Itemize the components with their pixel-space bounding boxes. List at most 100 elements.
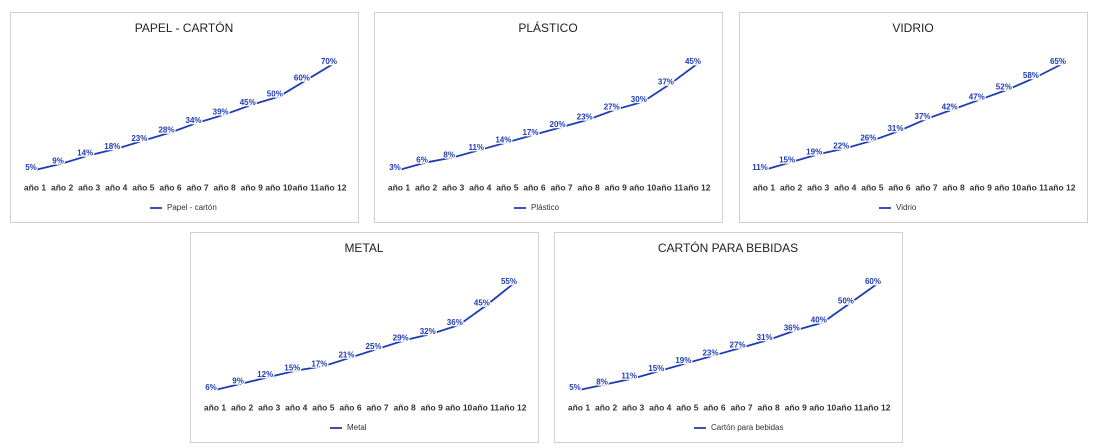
x-tick-label: año 4 <box>649 402 671 412</box>
data-label: 36% <box>447 318 463 327</box>
x-tick-label: año 11 <box>657 182 684 192</box>
x-tick-label: año 9 <box>605 182 627 192</box>
data-label: 5% <box>25 163 37 172</box>
data-label: 37% <box>658 77 674 86</box>
x-tick-label: año 2 <box>231 402 253 412</box>
data-label: 27% <box>604 103 620 112</box>
data-label: 9% <box>52 157 64 166</box>
data-label: 15% <box>284 364 300 373</box>
x-tick-label: año 11 <box>837 402 864 412</box>
x-tick-label: año 3 <box>442 182 464 192</box>
line <box>578 283 878 391</box>
x-tick-label: año 7 <box>186 182 208 192</box>
data-label: 11% <box>621 372 637 381</box>
x-tick-label: año 6 <box>703 402 725 412</box>
line <box>34 63 334 171</box>
x-tick-label: año 6 <box>888 182 910 192</box>
data-label: 27% <box>730 341 746 350</box>
data-label: 34% <box>186 116 202 125</box>
data-label: 70% <box>321 57 337 66</box>
x-tick-label: año 10 <box>265 182 292 192</box>
x-tick-label: año 3 <box>622 402 644 412</box>
x-tick-label: año 5 <box>861 182 883 192</box>
x-tick-label: año 4 <box>834 182 856 192</box>
x-tick-label: año 5 <box>496 182 518 192</box>
data-label: 37% <box>915 112 931 121</box>
data-label: 19% <box>806 147 822 156</box>
x-tick-label: año 1 <box>753 182 775 192</box>
data-label: 15% <box>648 364 664 373</box>
legend-label: Vidrio <box>896 203 917 212</box>
data-label: 29% <box>393 333 409 342</box>
x-tick-label: año 1 <box>568 402 590 412</box>
x-tick-label: año 9 <box>970 182 992 192</box>
x-tick-label: año 5 <box>312 402 334 412</box>
x-tick-label: año 12 <box>1049 182 1076 192</box>
data-label: 17% <box>522 128 538 137</box>
x-tick-label: año 6 <box>523 182 545 192</box>
legend-label: Metal <box>347 423 367 432</box>
x-tick-label: año 7 <box>550 182 572 192</box>
x-tick-label: año 8 <box>578 182 600 192</box>
x-tick-label: año 4 <box>469 182 491 192</box>
data-label: 65% <box>1050 57 1066 66</box>
data-label: 45% <box>685 57 701 66</box>
data-label: 45% <box>474 299 490 308</box>
data-label: 21% <box>338 351 354 360</box>
x-tick-label: año 2 <box>51 182 73 192</box>
data-label: 5% <box>569 383 581 392</box>
data-label: 50% <box>267 90 283 99</box>
data-label: 26% <box>860 134 876 143</box>
legend-label: Cartón para bebidas <box>711 423 784 432</box>
x-tick-label: año 5 <box>676 402 698 412</box>
data-label: 11% <box>752 163 768 172</box>
x-tick-label: año 9 <box>785 402 807 412</box>
x-tick-label: año 6 <box>159 182 181 192</box>
data-label: 60% <box>865 277 881 286</box>
data-label: 55% <box>501 277 517 286</box>
x-tick-label: año 4 <box>105 182 127 192</box>
x-tick-label: año 8 <box>394 402 416 412</box>
x-tick-label: año 9 <box>241 182 263 192</box>
x-tick-label: año 6 <box>339 402 361 412</box>
data-label: 39% <box>213 108 229 117</box>
line <box>214 283 514 391</box>
x-tick-label: año 9 <box>421 402 443 412</box>
data-label: 58% <box>1023 71 1039 80</box>
data-label: 19% <box>675 356 691 365</box>
line <box>763 63 1063 171</box>
x-tick-label: año 10 <box>809 402 836 412</box>
data-label: 18% <box>104 142 120 151</box>
x-tick-label: año 7 <box>915 182 937 192</box>
data-label: 25% <box>366 342 382 351</box>
data-label: 23% <box>577 113 593 122</box>
x-tick-label: año 12 <box>500 402 527 412</box>
line <box>398 63 698 171</box>
data-label: 42% <box>942 102 958 111</box>
x-tick-label: año 7 <box>366 402 388 412</box>
x-tick-label: año 10 <box>629 182 656 192</box>
data-label: 14% <box>77 148 93 157</box>
chart-frame <box>10 12 359 223</box>
chart: CARTÓN PARA BEBIDAS año 1 año 2 año 3 año 4 a… <box>554 232 903 443</box>
data-label: 3% <box>389 163 401 172</box>
chart-title: PAPEL - CARTÓN <box>135 20 233 35</box>
data-label: 50% <box>838 296 854 305</box>
data-label: 60% <box>294 73 310 82</box>
chart-title: PLÁSTICO <box>518 20 577 35</box>
chart-frame <box>374 12 723 223</box>
chart: PAPEL - CARTÓN año 1 año 2 año 3 año 4 año 5 a… <box>10 12 359 223</box>
data-label: 9% <box>232 377 244 386</box>
chart: PLÁSTICO año 1 año 2 año 3 año 4 año 5 año 6 añ… <box>374 12 723 223</box>
x-tick-label: año 8 <box>943 182 965 192</box>
data-label: 22% <box>833 142 849 151</box>
x-tick-label: año 12 <box>684 182 711 192</box>
x-tick-label: año 11 <box>293 182 320 192</box>
x-tick-label: año 2 <box>415 182 437 192</box>
data-label: 8% <box>443 150 455 159</box>
data-label: 28% <box>158 126 174 135</box>
data-label: 47% <box>969 92 985 101</box>
legend-label: Plástico <box>531 203 560 212</box>
